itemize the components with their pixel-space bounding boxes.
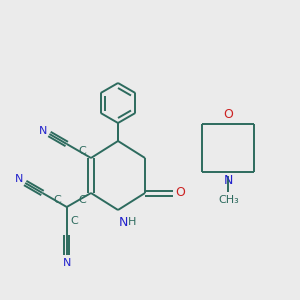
Text: N: N — [15, 175, 23, 184]
Text: H: H — [128, 217, 136, 227]
Text: CH₃: CH₃ — [219, 195, 239, 205]
Text: C: C — [78, 146, 86, 156]
Text: N: N — [63, 258, 71, 268]
Text: C: C — [54, 195, 61, 205]
Text: N: N — [223, 175, 233, 188]
Text: O: O — [223, 109, 233, 122]
Text: O: O — [175, 187, 185, 200]
Text: C: C — [78, 195, 86, 205]
Text: N: N — [118, 215, 128, 229]
Text: C: C — [70, 216, 78, 226]
Text: N: N — [39, 125, 48, 136]
